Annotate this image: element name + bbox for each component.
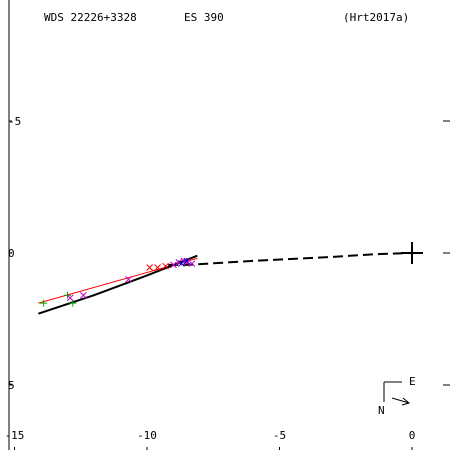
axis-ticks: -15 -10 -5 0 5 0 -5 [5, 115, 450, 450]
motion-arrow-icon [391, 397, 410, 404]
data-point-stroke [162, 262, 169, 270]
data-point [162, 262, 169, 270]
data-point [146, 264, 154, 271]
y-tick-label: 5 [8, 379, 15, 392]
data-point [178, 260, 185, 267]
y-tick-label: 0 [8, 247, 15, 260]
data-point [188, 260, 196, 267]
data-point [40, 299, 48, 307]
motion-arrow-head-icon [401, 397, 411, 406]
observation-points [40, 257, 196, 307]
data-point-stroke [154, 264, 161, 271]
data-point [154, 264, 161, 271]
data-point-stroke [170, 261, 177, 269]
reference-label: (Hrt2017a) [343, 11, 409, 24]
x-tick-label: -15 [5, 429, 25, 442]
data-point-stroke [80, 291, 87, 299]
data-point [183, 257, 191, 265]
data-point-stroke [178, 260, 185, 267]
data-point [125, 276, 132, 283]
data-point-stroke [183, 258, 191, 266]
discoverer-label: ES 390 [184, 11, 224, 24]
x-tick-label: 0 [409, 429, 416, 442]
compass-east-label: E [409, 375, 416, 388]
wds-id-label: WDS 22226+3328 [44, 11, 137, 24]
x-tick-label: -5 [273, 429, 286, 442]
data-point-stroke [188, 260, 196, 267]
data-point [66, 294, 74, 302]
data-point-stroke [66, 294, 74, 302]
data-point [80, 291, 87, 299]
x-tick-label: -10 [137, 429, 157, 442]
compass-north-label: N [378, 404, 385, 417]
data-point-stroke [175, 258, 183, 266]
data-point-stroke [183, 257, 191, 265]
compass: E N [378, 375, 416, 417]
data-point-stroke [125, 276, 132, 283]
data-point [170, 261, 177, 269]
y-tick-label: -5 [8, 115, 21, 128]
data-point-stroke [146, 264, 154, 271]
